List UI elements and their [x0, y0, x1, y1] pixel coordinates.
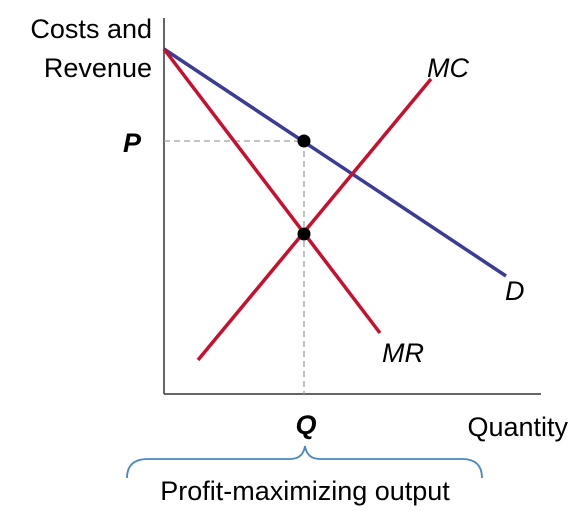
marginal-revenue-label: MR [382, 338, 424, 368]
demand-label: D [505, 276, 525, 306]
y-axis-title-line1: Costs and [30, 14, 152, 44]
price-point [297, 134, 311, 148]
mr-mc-intersection-point [297, 227, 311, 241]
marginal-revenue-curve [162, 47, 382, 335]
output-brace [126, 445, 483, 479]
y-axis-title-line2: Revenue [44, 53, 152, 83]
marginal-cost-curve [196, 77, 433, 362]
price-tick-label: P [123, 128, 142, 158]
brace-label: Profit-maximizing output [160, 476, 450, 506]
demand-curve [163, 47, 507, 278]
x-axis-title: Quantity [467, 412, 568, 442]
quantity-tick-label: Q [295, 410, 316, 440]
marginal-cost-label: MC [427, 53, 469, 83]
